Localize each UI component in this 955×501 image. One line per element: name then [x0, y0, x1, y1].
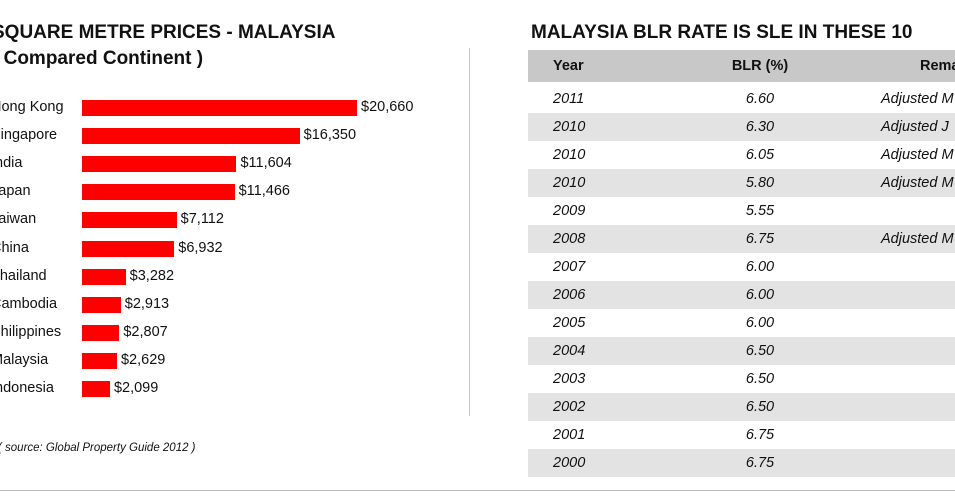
bar-value-label: $7,112: [180, 211, 224, 228]
bar: [82, 381, 110, 397]
bar-label: Hong Kong: [0, 99, 64, 115]
table-row: 2011 6.60 Adjusted M: [553, 91, 954, 107]
table-row: 2009 5.55: [553, 203, 775, 219]
year-cell: 2008: [553, 231, 586, 247]
year-cell: 2007: [553, 259, 586, 275]
bottom-divider: [0, 490, 955, 491]
table-row: 2006 6.00: [528, 281, 955, 309]
bar: [82, 184, 235, 201]
bar-value-label: $2,807: [123, 323, 168, 340]
bar-label: Taiwan: [0, 211, 37, 228]
bar-value-label: $3,282: [129, 267, 175, 284]
bar-label: Cambodia: [0, 295, 58, 312]
year-cell: 2011: [553, 91, 585, 107]
bar-label: Thailand: [0, 267, 47, 284]
bar-value-label: $11,466: [238, 183, 290, 200]
year-cell: 2004: [553, 343, 586, 359]
bar-label: Japan: [0, 183, 31, 200]
bar-label: Singapore: [0, 127, 58, 144]
bar: [82, 296, 121, 313]
year-cell: 2006: [553, 287, 586, 303]
bar: [82, 212, 177, 229]
bar: [82, 352, 117, 369]
year-cell: 2002: [553, 399, 586, 415]
bar-value-label: $16,350: [303, 127, 357, 144]
table-row: 2008 6.75 Adjusted M: [528, 225, 955, 253]
year-cell: 2010: [553, 147, 586, 163]
bar-label: Philippines: [0, 323, 62, 340]
header-remarks: Remarks: [920, 58, 955, 74]
remarks-cell: Adjusted M: [881, 231, 954, 247]
year-cell: 2009: [553, 203, 586, 219]
bar-value-label: $2,913: [124, 295, 170, 312]
remarks-cell: Adjusted J: [881, 119, 949, 135]
bar-label: Indonesia: [0, 380, 54, 396]
year-cell: 2005: [553, 315, 586, 331]
bar: [82, 156, 237, 173]
table-row: 2001 6.75: [553, 427, 775, 443]
bar-value-label: $2,629: [120, 351, 166, 368]
remarks-cell: Adjusted M: [881, 147, 954, 163]
table-row: 2007 6.00: [553, 259, 775, 275]
table-row: 2010 5.80 Adjusted M: [528, 169, 955, 197]
year-cell: 2000: [553, 455, 586, 471]
table-row: 2010 6.05 Adjusted M: [553, 147, 954, 163]
year-cell: 2010: [553, 119, 586, 135]
table-row: 2004 6.50: [528, 337, 955, 365]
remarks-cell: Adjusted M: [881, 91, 954, 107]
bar-value-label: $6,932: [178, 239, 223, 256]
bar-value-label: $20,660: [361, 99, 414, 115]
year-cell: 2010: [553, 175, 586, 191]
bar-label: Malaysia: [0, 351, 49, 368]
bar: [82, 128, 300, 145]
remarks-cell: Adjusted M: [881, 175, 954, 191]
year-cell: 2001: [553, 427, 586, 443]
table-header: Year BLR (%) Remarks: [528, 50, 955, 82]
table-row: 2005 6.00: [553, 315, 775, 331]
table-row: 2002 6.50: [528, 393, 955, 421]
bar: [82, 324, 120, 341]
bar-value-label: $11,604: [240, 155, 292, 172]
bar-label: India: [0, 155, 23, 172]
table-row: 2000 6.75: [528, 449, 955, 477]
table-row: 2010 6.30 Adjusted J: [528, 113, 955, 141]
chart-subtitle: ( Compared Continent ): [0, 48, 204, 69]
header-year: Year: [553, 58, 584, 74]
bar-label: China: [0, 239, 29, 256]
bar: [82, 240, 175, 257]
bar-value-label: $2,099: [113, 380, 159, 396]
table-title: MALAYSIA BLR RATE IS SLE IN THESE 10: [531, 22, 913, 43]
source-note: ( source: Global Property Guide 2012 ): [0, 442, 196, 454]
year-cell: 2003: [553, 371, 586, 387]
chart-title: SQUARE METRE PRICES - MALAYSIA: [0, 22, 336, 43]
bar: [82, 268, 126, 285]
bar: [82, 100, 357, 116]
divider: [469, 48, 470, 416]
table-row: 2003 6.50: [553, 371, 775, 387]
